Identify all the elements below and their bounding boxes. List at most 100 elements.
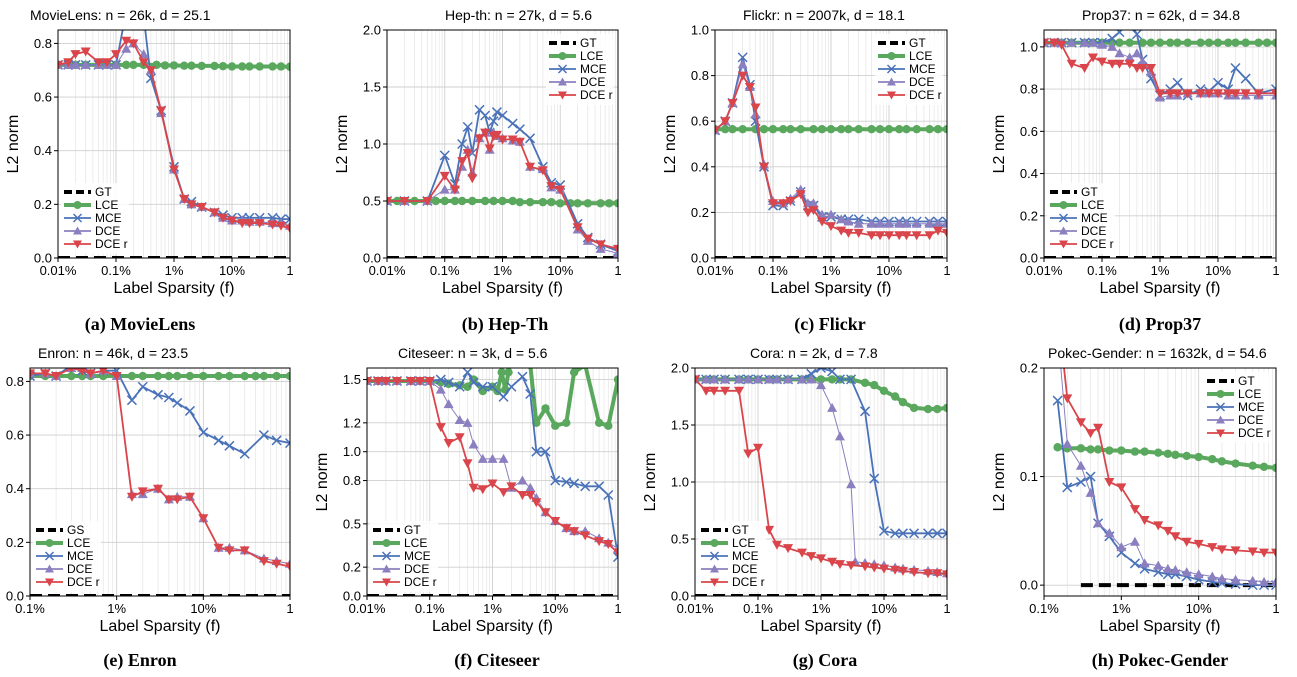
- point: [1153, 521, 1164, 531]
- point: [514, 124, 525, 135]
- y-tick-label: 0.5: [671, 532, 689, 547]
- point: [540, 508, 551, 518]
- y-axis-label: L2 norm: [642, 453, 659, 512]
- point: [1075, 476, 1086, 488]
- point: [933, 404, 942, 414]
- x-tick-label: 0.1%: [101, 263, 131, 278]
- x-tick-label: 1: [614, 263, 621, 278]
- chart-title: Citeseer: n = 3k, d = 5.6: [398, 345, 548, 361]
- point: [285, 371, 290, 381]
- point: [1271, 38, 1276, 47]
- point: [1107, 41, 1118, 51]
- point: [285, 224, 290, 234]
- point: [743, 374, 754, 384]
- legend-marker: [73, 226, 82, 235]
- x-tick-label: 0.01%: [697, 263, 734, 278]
- legend-label: MCE: [1238, 400, 1265, 414]
- legend-marker: [709, 551, 720, 561]
- point: [462, 459, 473, 469]
- point: [1166, 38, 1175, 47]
- point: [1231, 38, 1240, 47]
- point: [1217, 457, 1227, 466]
- point: [942, 218, 947, 228]
- point: [111, 372, 122, 382]
- point: [1066, 37, 1077, 47]
- point: [809, 124, 818, 134]
- point: [884, 124, 894, 134]
- point: [613, 375, 618, 384]
- point: [1079, 37, 1090, 47]
- point: [98, 368, 108, 376]
- point: [373, 376, 384, 386]
- point: [1213, 89, 1223, 99]
- point: [224, 546, 235, 556]
- point: [1196, 38, 1205, 47]
- point: [1114, 30, 1125, 38]
- point: [785, 197, 796, 206]
- point: [367, 376, 372, 386]
- point: [399, 197, 410, 206]
- point: [583, 199, 593, 208]
- point: [284, 438, 290, 449]
- y-tick-label: 0.6: [1020, 124, 1038, 139]
- point: [1170, 564, 1181, 574]
- point: [912, 124, 921, 134]
- legend-label: DCE: [1238, 413, 1263, 427]
- point: [860, 378, 870, 388]
- point: [504, 368, 513, 377]
- y-tick-label: 0.0: [6, 589, 24, 604]
- x-tick-label: 1%: [483, 601, 502, 616]
- point: [1104, 478, 1115, 487]
- x-tick-label: 10%: [871, 601, 897, 616]
- point: [834, 560, 845, 570]
- x-tick-label: 1%: [1112, 601, 1131, 616]
- point: [439, 171, 450, 181]
- point: [478, 386, 487, 396]
- point: [122, 60, 131, 70]
- point: [1182, 451, 1191, 461]
- point: [550, 475, 561, 486]
- point: [1053, 325, 1063, 334]
- legend-label: DCE: [732, 562, 757, 576]
- chart-title: Enron: n = 46k, d = 23.5: [38, 345, 188, 361]
- point: [245, 62, 254, 71]
- point: [468, 483, 479, 493]
- point: [218, 213, 229, 223]
- point: [909, 403, 919, 413]
- point: [817, 209, 828, 219]
- y-tick-label: 0.4: [691, 159, 709, 174]
- point: [391, 376, 402, 386]
- x-axis-label: Label Sparsity (f): [432, 618, 553, 635]
- point: [1085, 429, 1096, 439]
- point: [734, 386, 745, 396]
- point: [160, 61, 170, 70]
- point: [932, 569, 943, 579]
- point: [806, 374, 817, 384]
- x-tick-label: 0.1%: [1029, 601, 1059, 616]
- point: [259, 371, 269, 381]
- point: [1230, 574, 1241, 584]
- figure-caption: (b) Hep-Th: [462, 314, 549, 335]
- point: [1162, 526, 1173, 536]
- point: [1241, 38, 1250, 47]
- y-tick-label: 1.5: [343, 372, 361, 387]
- point: [1116, 542, 1127, 552]
- point: [846, 374, 857, 385]
- x-tick-label: 10%: [1186, 601, 1212, 616]
- point: [214, 371, 223, 381]
- point: [209, 208, 220, 218]
- point: [875, 218, 886, 228]
- point: [890, 565, 901, 575]
- x-tick-label: 10%: [547, 263, 573, 278]
- legend-label: LCE: [95, 198, 118, 212]
- legend-label: DCE r: [732, 575, 765, 589]
- point: [538, 197, 548, 207]
- point: [1162, 563, 1173, 573]
- x-tick-label: 0.01%: [1026, 263, 1063, 278]
- point: [737, 52, 748, 63]
- point: [846, 479, 857, 489]
- legend-label: DCE r: [1238, 426, 1271, 440]
- point: [796, 124, 805, 134]
